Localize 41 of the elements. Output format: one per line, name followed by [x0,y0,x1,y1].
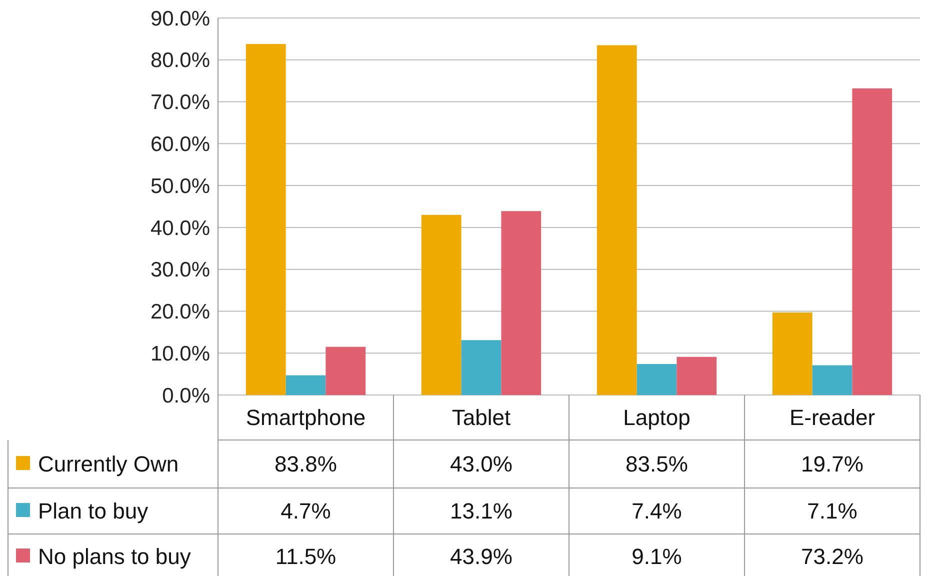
data-label: 4.7% [280,498,331,524]
data-label: 83.5% [626,452,688,477]
y-tick-label: 0.0% [162,384,210,408]
data-label: 83.8% [274,452,337,477]
y-tick-label: 30.0% [150,258,210,282]
bar [596,45,637,395]
data-label: 13.1% [450,498,512,524]
y-tick-label: 80.0% [150,49,210,72]
x-tick-label: Laptop [623,405,690,430]
x-tick-label: Tablet [452,405,511,430]
data-label: 7.1% [807,498,858,524]
legend-label: Plan to buy [38,498,148,524]
bar [461,340,502,395]
bar [421,214,462,395]
x-tick-label: Smartphone [246,405,366,430]
y-tick-label: 70.0% [150,91,210,114]
y-tick-label: 50.0% [150,174,210,198]
y-tick-label: 10.0% [150,342,210,366]
legend-label: Currently Own [38,452,179,477]
bar [772,312,812,395]
y-tick-label: 20.0% [150,300,210,324]
bar [852,88,892,395]
legend-label: No plans to buy [38,544,191,570]
data-label: 9.1% [632,544,682,570]
data-label: 7.4% [632,498,682,524]
data-label: 73.2% [801,544,864,570]
data-label: 11.5% [275,544,336,570]
data-label: 19.7% [801,452,864,477]
y-tick-label: 90.0% [150,7,210,30]
x-tick-label: E-reader [789,405,876,430]
data-label: 43.9% [450,544,512,570]
y-tick-label: 60.0% [150,133,210,156]
bar [246,44,286,395]
bar [501,211,542,395]
bar [812,365,852,395]
y-tick-label: 40.0% [150,216,210,240]
data-label: 43.0% [450,452,512,477]
bar [636,364,677,395]
bar [286,375,326,395]
bar [676,356,717,395]
bar [326,346,366,395]
